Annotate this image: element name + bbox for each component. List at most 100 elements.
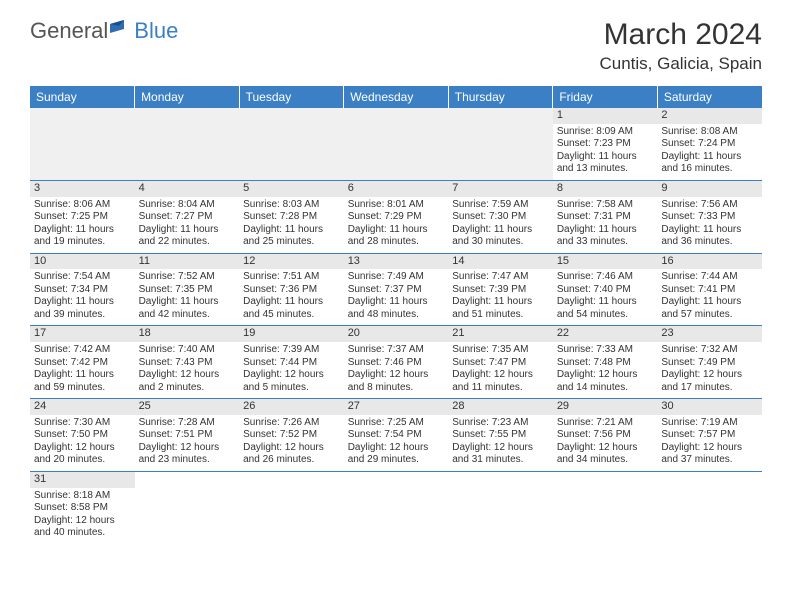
calendar-cell	[553, 471, 658, 543]
day-info-line: and 57 minutes.	[661, 309, 758, 322]
day-info-line: Daylight: 12 hours	[243, 442, 340, 455]
day-info-line: and 31 minutes.	[452, 454, 549, 467]
day-info-line: and 30 minutes.	[452, 236, 549, 249]
calendar-cell	[239, 108, 344, 180]
day-info-line: Sunset: 7:27 PM	[139, 211, 236, 224]
day-info-line: Sunset: 7:29 PM	[348, 211, 445, 224]
day-info-line: Sunrise: 7:49 AM	[348, 271, 445, 284]
day-number: 29	[553, 399, 658, 415]
day-info-line: and 2 minutes.	[139, 382, 236, 395]
day-number: 20	[344, 326, 449, 342]
day-number: 14	[448, 254, 553, 270]
logo: General Blue	[30, 18, 178, 44]
header: General Blue March 2024 Cuntis, Galicia,…	[30, 18, 762, 74]
day-number: 18	[135, 326, 240, 342]
day-number: 21	[448, 326, 553, 342]
calendar-cell: 31Sunrise: 8:18 AMSunset: 8:58 PMDayligh…	[30, 471, 135, 543]
day-info-line: Daylight: 11 hours	[557, 296, 654, 309]
day-info-line: Sunrise: 7:23 AM	[452, 417, 549, 430]
day-info-line: and 59 minutes.	[34, 382, 131, 395]
day-info-line: Daylight: 11 hours	[243, 296, 340, 309]
day-info-line: Sunrise: 8:03 AM	[243, 199, 340, 212]
day-number: 11	[135, 254, 240, 270]
day-info-line: Sunset: 7:24 PM	[661, 138, 758, 151]
calendar-cell: 22Sunrise: 7:33 AMSunset: 7:48 PMDayligh…	[553, 326, 658, 399]
day-info-line: Daylight: 11 hours	[139, 296, 236, 309]
day-info-line: Sunrise: 7:42 AM	[34, 344, 131, 357]
day-info-line: Sunrise: 7:21 AM	[557, 417, 654, 430]
day-info-line: Sunset: 7:25 PM	[34, 211, 131, 224]
day-info-line: and 19 minutes.	[34, 236, 131, 249]
day-number: 1	[553, 108, 658, 124]
day-info-line: Sunrise: 7:28 AM	[139, 417, 236, 430]
weekday-header: Thursday	[448, 86, 553, 108]
day-info-line: and 42 minutes.	[139, 309, 236, 322]
day-info-line: Daylight: 11 hours	[661, 224, 758, 237]
day-info-line: and 34 minutes.	[557, 454, 654, 467]
calendar-cell: 15Sunrise: 7:46 AMSunset: 7:40 PMDayligh…	[553, 253, 658, 326]
day-info-line: Sunset: 7:35 PM	[139, 284, 236, 297]
day-info-line: and 45 minutes.	[243, 309, 340, 322]
day-info-line: Sunset: 7:48 PM	[557, 357, 654, 370]
day-number: 31	[30, 472, 135, 488]
day-info-line: Sunrise: 7:58 AM	[557, 199, 654, 212]
day-info-line: and 48 minutes.	[348, 309, 445, 322]
day-info-line: Sunset: 7:51 PM	[139, 429, 236, 442]
weekday-header: Sunday	[30, 86, 135, 108]
day-info-line: and 25 minutes.	[243, 236, 340, 249]
day-info-line: and 8 minutes.	[348, 382, 445, 395]
calendar-cell: 21Sunrise: 7:35 AMSunset: 7:47 PMDayligh…	[448, 326, 553, 399]
day-info-line: Daylight: 12 hours	[348, 369, 445, 382]
calendar-cell: 11Sunrise: 7:52 AMSunset: 7:35 PMDayligh…	[135, 253, 240, 326]
day-info-line: and 37 minutes.	[661, 454, 758, 467]
calendar-cell: 27Sunrise: 7:25 AMSunset: 7:54 PMDayligh…	[344, 399, 449, 472]
day-info-line: and 28 minutes.	[348, 236, 445, 249]
day-info-line: and 36 minutes.	[661, 236, 758, 249]
day-info-line: Sunrise: 7:35 AM	[452, 344, 549, 357]
calendar-cell: 12Sunrise: 7:51 AMSunset: 7:36 PMDayligh…	[239, 253, 344, 326]
day-info-line: Sunset: 7:40 PM	[557, 284, 654, 297]
calendar-row: 31Sunrise: 8:18 AMSunset: 8:58 PMDayligh…	[30, 471, 762, 543]
day-info-line: and 54 minutes.	[557, 309, 654, 322]
day-number: 15	[553, 254, 658, 270]
calendar-cell: 17Sunrise: 7:42 AMSunset: 7:42 PMDayligh…	[30, 326, 135, 399]
calendar-cell: 9Sunrise: 7:56 AMSunset: 7:33 PMDaylight…	[657, 180, 762, 253]
day-info-line: Daylight: 11 hours	[34, 224, 131, 237]
day-info-line: Sunset: 7:46 PM	[348, 357, 445, 370]
day-info-line: Sunrise: 7:32 AM	[661, 344, 758, 357]
day-number: 9	[657, 181, 762, 197]
calendar-cell	[344, 108, 449, 180]
day-info-line: Sunrise: 7:52 AM	[139, 271, 236, 284]
calendar-cell: 8Sunrise: 7:58 AMSunset: 7:31 PMDaylight…	[553, 180, 658, 253]
day-info-line: Daylight: 11 hours	[557, 151, 654, 164]
calendar-cell: 1Sunrise: 8:09 AMSunset: 7:23 PMDaylight…	[553, 108, 658, 180]
day-info-line: Daylight: 12 hours	[243, 369, 340, 382]
day-info-line: and 13 minutes.	[557, 163, 654, 176]
day-info-line: and 14 minutes.	[557, 382, 654, 395]
day-info-line: and 16 minutes.	[661, 163, 758, 176]
calendar-cell: 29Sunrise: 7:21 AMSunset: 7:56 PMDayligh…	[553, 399, 658, 472]
calendar-cell	[135, 108, 240, 180]
calendar-cell: 18Sunrise: 7:40 AMSunset: 7:43 PMDayligh…	[135, 326, 240, 399]
day-info-line: Daylight: 12 hours	[139, 442, 236, 455]
calendar-cell: 10Sunrise: 7:54 AMSunset: 7:34 PMDayligh…	[30, 253, 135, 326]
day-info-line: and 20 minutes.	[34, 454, 131, 467]
day-number: 30	[657, 399, 762, 415]
day-number: 5	[239, 181, 344, 197]
day-info-line: Sunrise: 7:44 AM	[661, 271, 758, 284]
day-number: 4	[135, 181, 240, 197]
calendar-cell: 3Sunrise: 8:06 AMSunset: 7:25 PMDaylight…	[30, 180, 135, 253]
calendar-row: 1Sunrise: 8:09 AMSunset: 7:23 PMDaylight…	[30, 108, 762, 180]
logo-text-general: General	[30, 18, 108, 44]
day-info-line: Sunset: 7:44 PM	[243, 357, 340, 370]
day-info-line: Daylight: 11 hours	[452, 224, 549, 237]
day-info-line: Sunset: 7:47 PM	[452, 357, 549, 370]
day-info-line: Sunrise: 7:47 AM	[452, 271, 549, 284]
calendar-cell	[448, 108, 553, 180]
day-info-line: Daylight: 11 hours	[557, 224, 654, 237]
day-number: 13	[344, 254, 449, 270]
calendar-cell: 4Sunrise: 8:04 AMSunset: 7:27 PMDaylight…	[135, 180, 240, 253]
day-info-line: and 39 minutes.	[34, 309, 131, 322]
day-info-line: Sunrise: 8:01 AM	[348, 199, 445, 212]
calendar-cell: 24Sunrise: 7:30 AMSunset: 7:50 PMDayligh…	[30, 399, 135, 472]
